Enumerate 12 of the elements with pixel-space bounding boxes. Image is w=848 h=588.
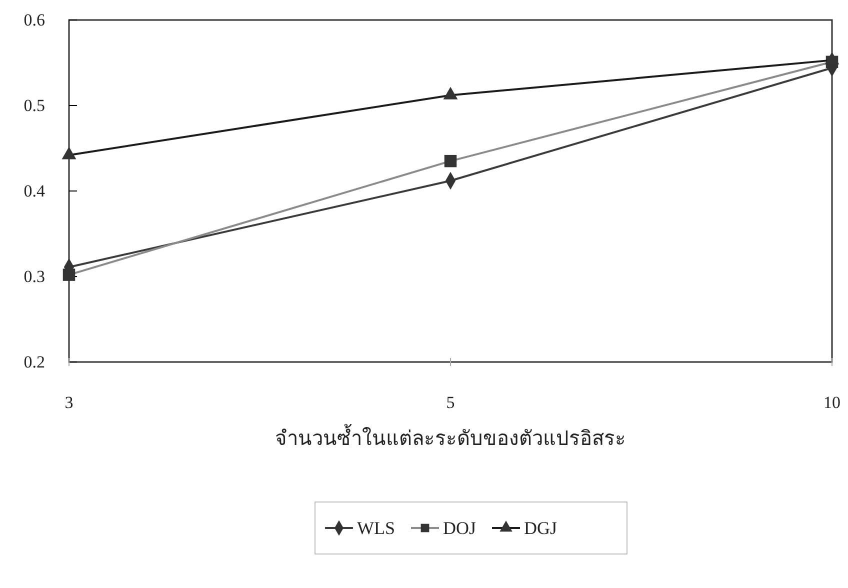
y-tick-label: 0.5 [24, 96, 45, 115]
x-tick-label: 3 [64, 393, 74, 412]
x-axis-title: จำนวนซ้ำในแต่ละระดับของตัวแปรอิสระ [275, 424, 626, 450]
y-tick-label: 0.3 [24, 266, 45, 286]
y-tick-label: 0.4 [24, 181, 46, 200]
y-tick-label: 0.2 [24, 352, 45, 372]
x-tick-label: 5 [446, 393, 455, 412]
legend-label: WLS [357, 518, 395, 538]
y-tick-label: 0.6 [24, 10, 45, 30]
x-tick-label: 10 [824, 393, 840, 412]
legend-label: DOJ [443, 518, 476, 538]
legend-label: DGJ [524, 518, 558, 538]
